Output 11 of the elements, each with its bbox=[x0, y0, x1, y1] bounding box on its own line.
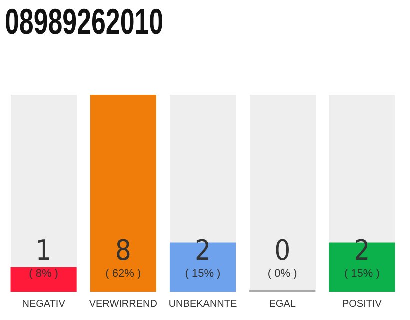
x-tick-label: UNBEKANNTE bbox=[168, 298, 238, 310]
data-label: 8 ( 62% ) bbox=[106, 234, 142, 280]
x-tick-label: POSITIV bbox=[342, 298, 382, 310]
data-label: 2 ( 15% ) bbox=[344, 234, 380, 280]
data-label: 0 ( 0% ) bbox=[268, 234, 298, 280]
chart-title: 08989262010 bbox=[5, 0, 164, 44]
data-label: 1 ( 8% ) bbox=[29, 234, 58, 280]
x-tick-label: EGAL bbox=[269, 298, 296, 310]
x-tick-label: VERWIRREND bbox=[89, 298, 158, 310]
x-tick-label: NEGATIV bbox=[22, 298, 66, 310]
data-label: 2 ( 15% ) bbox=[185, 234, 221, 280]
